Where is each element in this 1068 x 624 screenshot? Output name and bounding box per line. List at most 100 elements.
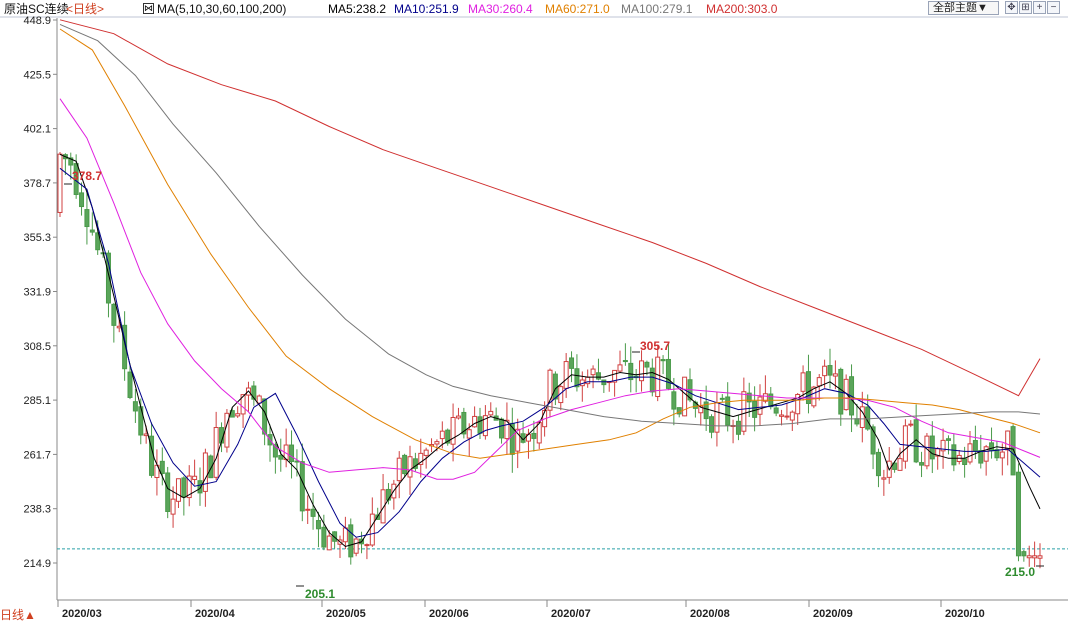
candle-body[interactable] (315, 520, 321, 530)
candle-body[interactable] (348, 524, 354, 558)
candle-body[interactable] (326, 535, 332, 551)
candle-body[interactable] (649, 367, 655, 393)
candle-body[interactable] (779, 414, 785, 417)
candle-body[interactable] (289, 444, 295, 462)
candle-body[interactable] (741, 391, 747, 432)
candle-body[interactable] (1037, 555, 1043, 559)
candle-body[interactable] (305, 508, 311, 511)
candle-body[interactable] (364, 544, 370, 547)
candle-body[interactable] (816, 377, 822, 387)
candle-body[interactable] (434, 441, 440, 445)
period-label[interactable]: <日线> (66, 2, 105, 16)
candle-body[interactable] (978, 450, 984, 464)
candle-body[interactable] (57, 153, 63, 213)
candle-body[interactable] (499, 418, 505, 439)
candle-body[interactable] (369, 513, 375, 546)
candle-body[interactable] (762, 393, 768, 402)
candle-body[interactable] (251, 385, 257, 400)
candle-body[interactable] (832, 373, 838, 377)
candle-body[interactable] (811, 386, 817, 407)
candle-body[interactable] (380, 489, 386, 524)
candle-body[interactable] (445, 429, 451, 444)
candle-body[interactable] (795, 393, 801, 415)
candle-body[interactable] (310, 508, 316, 517)
candle-body[interactable] (881, 477, 887, 480)
candle-body[interactable] (962, 458, 968, 466)
candle-body[interactable] (908, 423, 914, 426)
candle-body[interactable] (994, 449, 1000, 459)
candle-body[interactable] (945, 438, 951, 441)
candle-body[interactable] (735, 420, 741, 435)
ma-indicator-icon[interactable]: ⋈ (143, 3, 154, 14)
candle-body[interactable] (170, 498, 176, 515)
candle-body[interactable] (482, 415, 488, 437)
candle-body[interactable] (919, 462, 925, 466)
candle-body[interactable] (972, 440, 978, 452)
candle-body[interactable] (1021, 551, 1027, 557)
candle-body[interactable] (698, 405, 704, 414)
candle-body[interactable] (1005, 430, 1011, 451)
candle-body[interactable] (859, 406, 865, 428)
candle-body[interactable] (552, 373, 558, 400)
candle-body[interactable] (644, 361, 650, 368)
candle-body[interactable] (989, 442, 995, 452)
candle-body[interactable] (68, 157, 74, 166)
candle-body[interactable] (590, 368, 596, 376)
zoom-out-icon[interactable]: − (1047, 1, 1060, 14)
candle-body[interactable] (407, 456, 413, 478)
candle-body[interactable] (897, 458, 903, 471)
candle-body[interactable] (132, 401, 138, 412)
candle-body[interactable] (439, 430, 445, 440)
candle-body[interactable] (628, 362, 634, 381)
candle-body[interactable] (84, 209, 90, 228)
candle-body[interactable] (455, 415, 461, 419)
candle-body[interactable] (111, 303, 117, 326)
candle-body[interactable] (192, 475, 198, 481)
candle-body[interactable] (639, 360, 645, 382)
candle-body[interactable] (601, 379, 607, 386)
candle-body[interactable] (1015, 471, 1021, 557)
candle-body[interactable] (412, 458, 418, 469)
candles[interactable] (57, 151, 1043, 569)
candle-body[interactable] (967, 443, 973, 463)
candle-body[interactable] (671, 391, 677, 410)
candle-body[interactable] (278, 454, 284, 460)
candle-body[interactable] (725, 396, 731, 426)
candle-body[interactable] (353, 538, 359, 554)
candle-body[interactable] (175, 478, 181, 502)
candle-body[interactable] (547, 369, 553, 411)
candle-body[interactable] (342, 527, 348, 543)
candle-body[interactable] (805, 371, 811, 404)
candle-body[interactable] (95, 232, 101, 251)
candle-body[interactable] (709, 416, 715, 433)
candle-body[interactable] (682, 376, 688, 417)
candle-body[interactable] (477, 416, 483, 434)
candle-body[interactable] (784, 415, 790, 418)
candle-body[interactable] (660, 359, 666, 362)
candle-body[interactable] (746, 392, 752, 403)
candle-body[interactable] (714, 402, 720, 433)
candle-body[interactable] (466, 429, 472, 439)
candle-body[interactable] (1010, 426, 1016, 476)
candle-body[interactable] (875, 451, 881, 477)
candle-body[interactable] (202, 452, 208, 492)
candle-body[interactable] (892, 462, 898, 470)
candle-body[interactable] (321, 526, 327, 548)
candle-body[interactable] (515, 428, 521, 452)
candle-body[interactable] (504, 419, 510, 440)
theme-dropdown[interactable]: 全部主题▼ (928, 1, 999, 15)
candle-body[interactable] (752, 400, 758, 418)
candle-body[interactable] (703, 401, 709, 420)
candle-body[interactable] (617, 364, 623, 372)
candle-body[interactable] (940, 439, 946, 452)
candle-body[interactable] (461, 411, 467, 435)
candle-body[interactable] (208, 455, 214, 479)
candle-body[interactable] (827, 365, 833, 376)
candle-body[interactable] (1026, 555, 1032, 559)
candle-body[interactable] (181, 477, 187, 498)
candle-body[interactable] (757, 396, 763, 415)
candle-body[interactable] (622, 360, 628, 363)
candle-body[interactable] (294, 460, 300, 463)
candle-body[interactable] (983, 446, 989, 462)
